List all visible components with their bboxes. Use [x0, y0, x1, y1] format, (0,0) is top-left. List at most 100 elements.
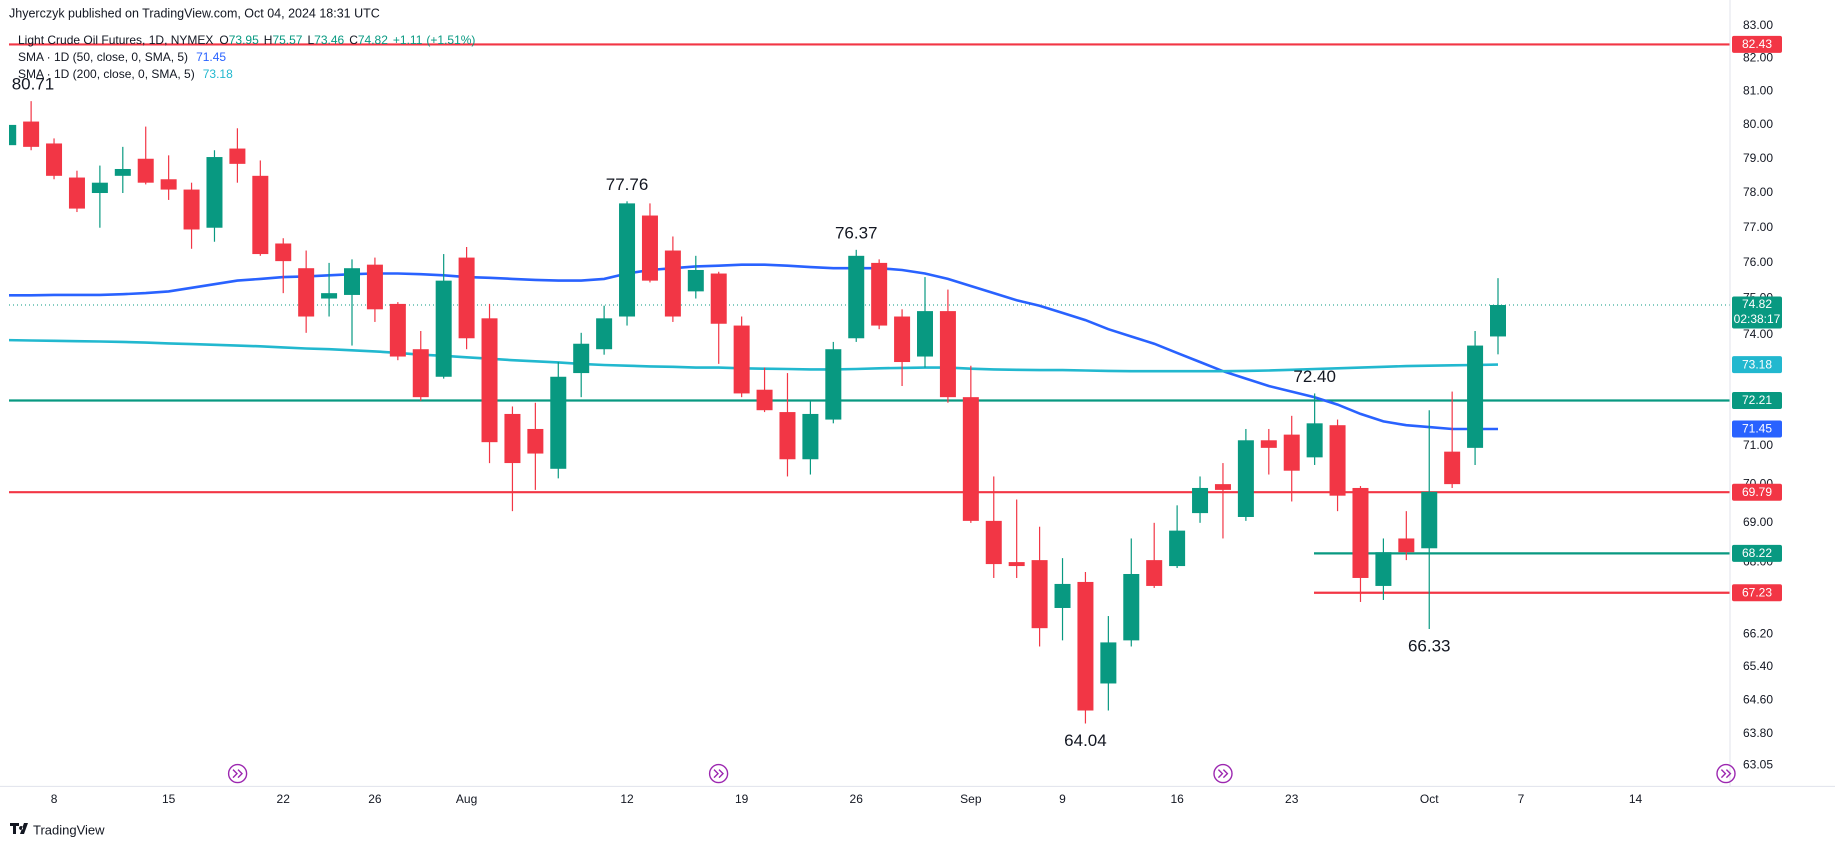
- price-label-box: [1732, 483, 1782, 501]
- candle-body: [366, 264, 383, 310]
- candle-body: [23, 121, 40, 147]
- legend-series-value: 73.18: [203, 67, 233, 81]
- y-tick-label: 78.00: [1743, 185, 1773, 199]
- price-label-box: [1732, 420, 1782, 438]
- brand: TradingView: [33, 822, 105, 837]
- y-tick-label: 76.00: [1743, 255, 1773, 269]
- price-label: 82.43: [1742, 37, 1772, 51]
- candle-body: [1283, 434, 1300, 471]
- legend-main: Light Crude Oil Futures, 1D, NYMEX O73.95…: [18, 33, 475, 47]
- legend-series: SMA · 1D (50, close, 0, SMA, 5) 71.45: [18, 50, 226, 64]
- price-label: 67.23: [1742, 585, 1772, 599]
- x-tick-label: 16: [1170, 792, 1184, 806]
- candle-body: [641, 215, 658, 281]
- legend-series-name: SMA · 1D (50, close, 0, SMA, 5): [18, 50, 188, 64]
- legend-ohlc-value: 73.95: [229, 33, 259, 47]
- candle-body: [1237, 440, 1254, 517]
- x-tick-label: 14: [1629, 792, 1643, 806]
- icon: [227, 763, 248, 784]
- candle-body: [825, 349, 842, 420]
- y-tick-label: 77.00: [1743, 220, 1773, 234]
- candle-body: [321, 293, 338, 299]
- x-tick-label: 26: [368, 792, 382, 806]
- candle-body: [275, 243, 292, 262]
- icon: [713, 769, 724, 779]
- candle-body: [962, 397, 979, 521]
- price-label-box: [1732, 392, 1782, 410]
- price-annotation: 64.04: [1064, 731, 1107, 750]
- candle-body: [985, 520, 1002, 565]
- price-label: 69.79: [1742, 485, 1772, 499]
- candle-body: [68, 177, 85, 209]
- candle-body: [1375, 552, 1392, 586]
- price-label-box: [1732, 35, 1782, 53]
- candle-body: [1421, 491, 1438, 549]
- icon: [1217, 769, 1229, 779]
- legend-ohlc-value: 73.46: [314, 33, 344, 47]
- y-tick-label: 74.00: [1743, 327, 1773, 341]
- price-label-box: [1732, 296, 1782, 329]
- y-tick-label: 64.60: [1743, 692, 1773, 706]
- candle-body: [1192, 487, 1209, 514]
- replay-icons: [227, 763, 1736, 784]
- legend-series-name: SMA · 1D (200, close, 0, SMA, 5): [18, 67, 195, 81]
- x-tick-label: 8: [51, 792, 58, 806]
- candle-body: [183, 189, 200, 230]
- legend-ohlc-label: H: [264, 33, 273, 47]
- candle-body: [1260, 440, 1277, 448]
- candle-body: [687, 269, 704, 292]
- x-tick-label: Oct: [1420, 792, 1439, 806]
- y-tick-label: 63.05: [1743, 758, 1773, 772]
- published-note: Jhyerczyk published on TradingView.com, …: [9, 6, 380, 20]
- brand-logo: [10, 823, 28, 834]
- candle-body: [1031, 560, 1048, 629]
- x-tick-label: 22: [277, 792, 291, 806]
- price-label-box: [1732, 356, 1782, 374]
- legend-title: Light Crude Oil Futures, 1D, NYMEX: [18, 33, 213, 47]
- candle-body: [1490, 304, 1506, 337]
- price-annotation: 77.76: [606, 175, 649, 194]
- candle-body: [779, 412, 796, 460]
- candle-body: [596, 318, 613, 350]
- legend-ohlc-label: L: [307, 33, 314, 47]
- y-tick-label: 81.00: [1743, 84, 1773, 98]
- x-tick-label: 7: [1518, 792, 1525, 806]
- y-tick-label: 69.00: [1743, 515, 1773, 529]
- candle-body: [91, 182, 108, 194]
- candle-body: [871, 262, 888, 326]
- x-tick-label: 26: [850, 792, 864, 806]
- legend-series-value: 71.45: [196, 50, 226, 64]
- y-tick-label: 65.40: [1743, 659, 1773, 673]
- candle-body: [46, 143, 63, 176]
- candle-body: [756, 389, 773, 411]
- candle-body: [298, 268, 315, 317]
- x-tick-label: 12: [620, 792, 634, 806]
- icon: [708, 763, 729, 784]
- candle-body: [160, 179, 177, 190]
- price-annotation: 66.33: [1408, 636, 1451, 655]
- candle-body: [114, 168, 131, 176]
- candle-body: [206, 157, 223, 228]
- candle-body: [1100, 642, 1117, 684]
- candle-body: [1169, 530, 1186, 567]
- countdown: 02:38:17: [1734, 312, 1781, 326]
- icon: [1213, 763, 1233, 784]
- icon: [1716, 763, 1736, 784]
- candle-body: [1467, 345, 1484, 448]
- legend-ohlc-label: C: [349, 33, 358, 47]
- candle-body: [412, 349, 429, 398]
- candle-body: [573, 343, 590, 374]
- price-annotation: 80.71: [12, 75, 55, 94]
- candle-body: [137, 158, 154, 183]
- price-label: 68.22: [1742, 546, 1772, 560]
- y-tick-label: 82.00: [1743, 51, 1773, 65]
- x-tick-label: 23: [1285, 792, 1299, 806]
- price-annotation: 72.40: [1293, 367, 1336, 386]
- candle-body: [848, 255, 865, 339]
- legend-ohlc-value: 74.82: [358, 33, 388, 47]
- candle-body: [1306, 423, 1323, 458]
- plot-area: [9, 43, 1730, 724]
- candle-body: [1352, 487, 1369, 578]
